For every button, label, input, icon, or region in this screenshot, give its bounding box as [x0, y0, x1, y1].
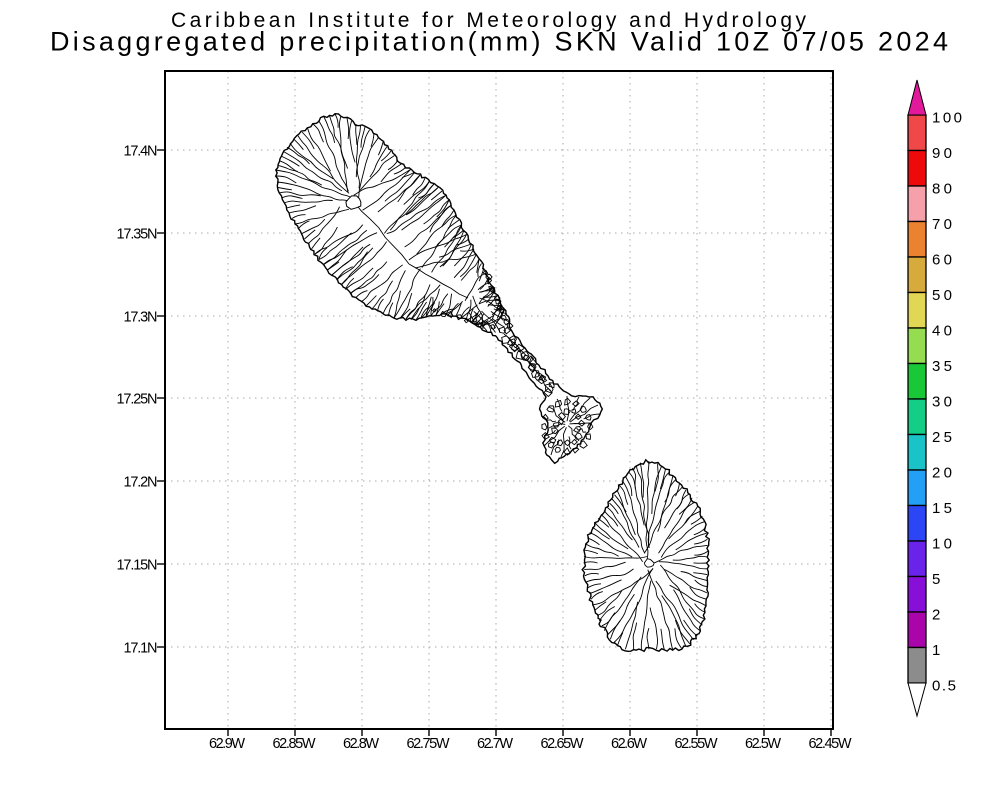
svg-text:17.4N: 17.4N	[124, 143, 158, 159]
svg-text:62.9W: 62.9W	[209, 736, 245, 752]
svg-text:17.25N: 17.25N	[117, 391, 158, 407]
svg-text:1: 1	[932, 642, 940, 659]
svg-text:5: 5	[932, 571, 940, 588]
svg-text:17.3N: 17.3N	[124, 309, 158, 325]
svg-text:17.35N: 17.35N	[117, 226, 158, 242]
svg-text:62.85W: 62.85W	[273, 736, 316, 752]
svg-text:17.15N: 17.15N	[117, 557, 158, 573]
svg-text:2: 2	[932, 607, 940, 624]
svg-text:17.1N: 17.1N	[124, 640, 158, 656]
svg-text:17.2N: 17.2N	[124, 474, 158, 490]
svg-text:62.8W: 62.8W	[343, 736, 379, 752]
svg-text:62.55W: 62.55W	[675, 736, 718, 752]
svg-text:62.65W: 62.65W	[541, 736, 584, 752]
svg-text:62.7W: 62.7W	[477, 736, 513, 752]
svg-text:100: 100	[932, 110, 962, 127]
svg-text:Disaggregated precipitation(mm: Disaggregated precipitation(mm) SKN Vali…	[50, 27, 948, 57]
svg-text:62.5W: 62.5W	[745, 736, 781, 752]
svg-text:62.6W: 62.6W	[611, 736, 647, 752]
svg-text:62.45W: 62.45W	[809, 736, 852, 752]
svg-text:0.5: 0.5	[932, 678, 956, 695]
svg-text:62.75W: 62.75W	[407, 736, 450, 752]
